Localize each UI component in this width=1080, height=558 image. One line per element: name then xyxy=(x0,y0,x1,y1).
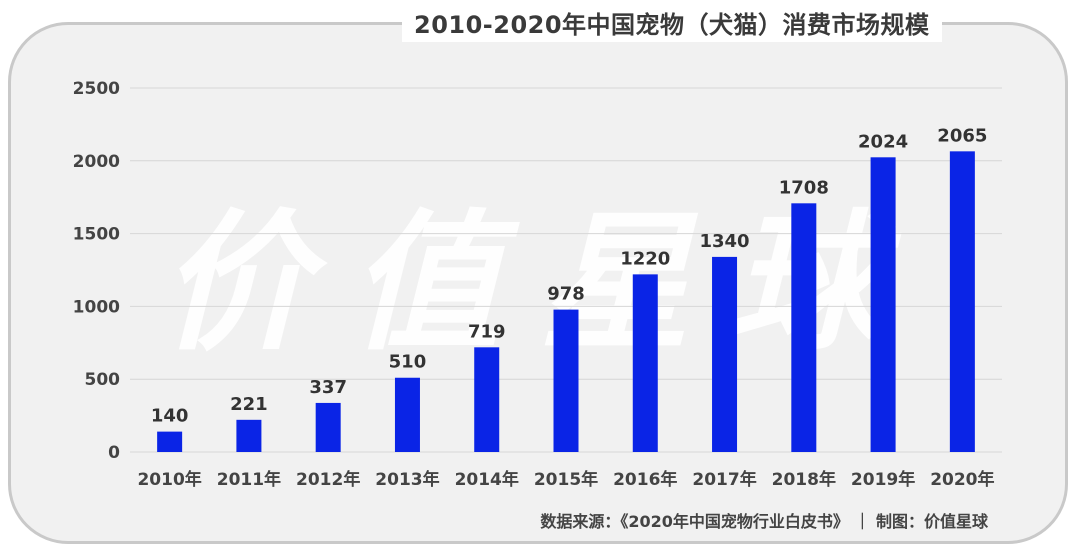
y-tick-label: 0 xyxy=(108,443,120,463)
bars xyxy=(157,151,975,452)
x-tick-label: 2012年 xyxy=(296,469,360,490)
data-label: 510 xyxy=(389,352,427,373)
x-axis-ticks: 2010年 2011年 2012年 2013年 2014年 2015年 2016年 2017年… xyxy=(137,469,994,490)
bar xyxy=(791,203,817,452)
data-label: 2024 xyxy=(858,131,908,152)
bar xyxy=(394,377,420,452)
x-tick-label: 2019年 xyxy=(851,469,915,490)
data-label: 337 xyxy=(309,377,347,398)
bar xyxy=(870,157,896,452)
data-label: 140 xyxy=(151,406,189,427)
bar xyxy=(157,431,183,452)
x-tick-label: 2016年 xyxy=(613,469,677,490)
bar xyxy=(949,151,975,452)
data-label: 2065 xyxy=(937,125,987,146)
x-tick-label: 2013年 xyxy=(375,469,439,490)
data-label: 221 xyxy=(230,394,268,415)
bar xyxy=(632,274,658,452)
x-tick-label: 2014年 xyxy=(455,469,519,490)
data-label: 978 xyxy=(547,284,585,305)
y-tick-label: 1000 xyxy=(73,297,120,317)
title-box: 2010-2020年中国宠物（犬猫）消费市场规模 xyxy=(402,2,942,42)
source-note: 数据来源：《2020年中国宠物行业白皮书》 ｜ 制图：价值星球 xyxy=(540,512,988,531)
y-tick-label: 2500 xyxy=(73,79,120,99)
x-tick-label: 2020年 xyxy=(930,469,994,490)
x-tick-label: 2010年 xyxy=(137,469,201,490)
bar xyxy=(236,419,262,452)
bar xyxy=(553,309,579,452)
data-label: 719 xyxy=(468,321,506,342)
data-label: 1340 xyxy=(699,231,749,252)
y-tick-label: 1500 xyxy=(73,225,120,245)
bar xyxy=(474,347,500,452)
y-axis-ticks: 0 500 1000 1500 2000 2500 xyxy=(73,79,120,463)
bar xyxy=(712,256,738,452)
bar xyxy=(315,402,341,452)
x-tick-label: 2011年 xyxy=(217,469,281,490)
data-label: 1708 xyxy=(779,177,829,198)
y-tick-label: 2000 xyxy=(73,152,120,172)
data-labels: 140 221 337 510 719 978 1220 1340 1708 2024 2065 xyxy=(151,125,988,426)
chart-title: 2010-2020年中国宠物（犬猫）消费市场规模 xyxy=(414,10,930,39)
x-tick-label: 2018年 xyxy=(772,469,836,490)
x-tick-label: 2015年 xyxy=(534,469,598,490)
y-tick-label: 500 xyxy=(85,370,121,390)
x-tick-label: 2017年 xyxy=(692,469,756,490)
data-label: 1220 xyxy=(620,248,670,269)
